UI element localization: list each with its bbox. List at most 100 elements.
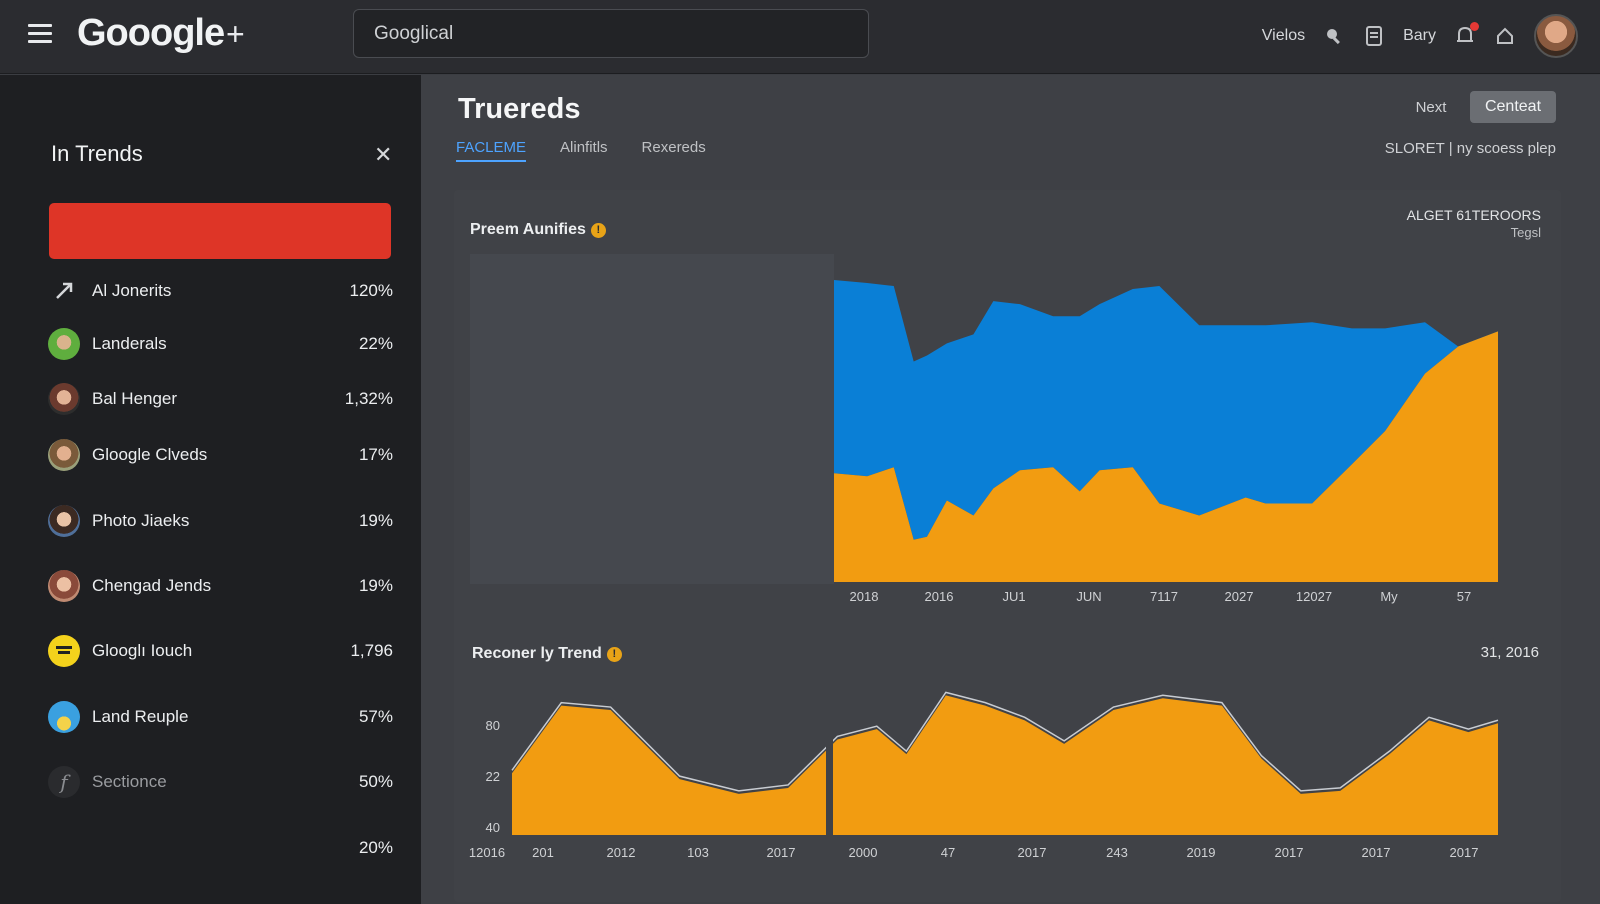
- main-content: Truereds Next Centeat FACLEME Alinfitls …: [421, 75, 1600, 904]
- legend-line-2: Tegsl: [1510, 225, 1541, 240]
- item-value: 19%: [358, 511, 393, 530]
- x-tick-label: 57: [1457, 589, 1471, 604]
- item-label: Land Reuple: [92, 707, 189, 726]
- item-label: Gloogle Clveds: [92, 445, 208, 464]
- item-value: 1,796: [350, 641, 393, 660]
- series-bottom-area: [834, 331, 1498, 582]
- tab-facleme[interactable]: FACLEME: [456, 139, 527, 162]
- x-tick-label: 2019: [1187, 845, 1216, 860]
- legend-line-1: ALGET 61TEROORS: [1406, 207, 1541, 223]
- item-label: Glooglı Iouch: [92, 641, 193, 660]
- top-actions: Vielos Bary: [1262, 12, 1578, 60]
- x-tick-label: JUN: [1076, 589, 1101, 604]
- chart-a-empty-region: [470, 254, 834, 584]
- search-tool-icon[interactable]: [1323, 25, 1345, 47]
- home-icon[interactable]: [1494, 25, 1516, 47]
- list-item[interactable]: Chengad Jends 19%: [48, 566, 393, 606]
- list-item: 20%: [48, 828, 393, 868]
- item-label: Bal Henger: [92, 389, 178, 408]
- list-item[interactable]: Gloogle Clveds 17%: [48, 435, 393, 475]
- x-tick-label: 103: [687, 845, 709, 860]
- avatar: [48, 505, 80, 537]
- avatar: [48, 570, 80, 602]
- tab-bar: FACLEME Alinfitls Rexereds: [456, 139, 706, 162]
- f-icon: f: [48, 766, 80, 798]
- x-tick-label: 243: [1106, 845, 1128, 860]
- content-button[interactable]: Centeat: [1470, 91, 1556, 123]
- item-value: 20%: [358, 838, 393, 857]
- x-tick-label: 2018: [850, 589, 879, 604]
- chart-b-title-text: Reconer ly Trend: [472, 645, 602, 662]
- arrow-icon: [48, 275, 80, 307]
- list-item[interactable]: Landerals 22%: [48, 324, 393, 364]
- x-tick-label: 2000: [849, 845, 878, 860]
- x-tick-label: 12027: [1296, 589, 1332, 604]
- item-value: 50%: [358, 772, 393, 791]
- chart-b-title: Reconer ly Trend!: [472, 645, 622, 663]
- x-tick-label: 2017: [1362, 845, 1391, 860]
- x-tick-label: My: [1380, 589, 1398, 604]
- x-tick-label: JU1: [1002, 589, 1025, 604]
- item-label: Sectionce: [92, 772, 167, 791]
- document-icon[interactable]: [1363, 25, 1385, 47]
- x-tick-label: 2017: [767, 845, 796, 860]
- next-button[interactable]: Next: [1404, 91, 1458, 123]
- charts-panel: Preem Aunifies! ALGET 61TEROORS Tegsl 20…: [454, 190, 1561, 902]
- y-tick-label: 80: [486, 718, 500, 733]
- x-tick-label: 47: [941, 845, 955, 860]
- avatar: [48, 383, 80, 415]
- chart-b-gap: [826, 690, 833, 836]
- x-tick-label: 2017: [1275, 845, 1304, 860]
- user-avatar[interactable]: [1534, 14, 1578, 58]
- item-value: 1,32%: [344, 389, 393, 408]
- notification-dot: [1470, 22, 1479, 31]
- list-item[interactable]: Al Jonerits 120%: [48, 271, 393, 311]
- chart-a-title: Preem Aunifies!: [470, 221, 606, 239]
- avatar: [48, 439, 80, 471]
- subnote: SLORET | ny scoess plep: [1384, 140, 1556, 157]
- chart-b-date: 31, 2016: [1480, 644, 1539, 661]
- chart-a-svg: 2018 2016 JU1 JUN 7117 2027 12027 My 57: [470, 254, 1498, 604]
- list-item[interactable]: Land Reuple 57%: [48, 697, 393, 737]
- top-bar: Gooogle + Vielos Bary: [0, 0, 1600, 74]
- y-tick-label: 40: [486, 820, 500, 835]
- list-item[interactable]: Photo Jiaeks 19%: [48, 501, 393, 541]
- list-item[interactable]: Glooglı Iouch 1,796: [48, 631, 393, 671]
- app-icon: [48, 635, 80, 667]
- search-input[interactable]: [353, 9, 869, 58]
- item-value: 19%: [358, 576, 393, 595]
- x-tick-label: 201: [532, 845, 554, 860]
- x-tick-label: 12016: [469, 845, 505, 860]
- series-top-area: [834, 280, 1498, 540]
- tab-alinfitls[interactable]: Alinfitls: [560, 139, 608, 156]
- tab-rexereds[interactable]: Rexereds: [641, 139, 706, 156]
- list-item[interactable]: Bal Henger 1,32%: [48, 379, 393, 419]
- x-tick-label: 2017: [1018, 845, 1047, 860]
- item-label: Landerals: [92, 334, 167, 353]
- plus-icon[interactable]: +: [226, 16, 245, 52]
- trends-sidebar: In Trends ✕ Al Jonerits 120% Landerals 2…: [0, 75, 421, 904]
- bell-icon[interactable]: [1454, 22, 1479, 47]
- item-value: 17%: [358, 445, 393, 464]
- info-icon[interactable]: !: [590, 223, 606, 238]
- chart-a-title-text: Preem Aunifies: [470, 221, 586, 238]
- close-icon[interactable]: ✕: [374, 142, 393, 167]
- x-tick-label: 2012: [607, 845, 636, 860]
- bary-link[interactable]: Bary: [1403, 27, 1436, 44]
- item-label: Al Jonerits: [92, 281, 172, 300]
- x-tick-label: 2017: [1450, 845, 1479, 860]
- list-item[interactable]: f Sectionce 50%: [48, 762, 393, 802]
- menu-icon[interactable]: [28, 24, 52, 44]
- logo[interactable]: Gooogle: [77, 12, 225, 54]
- info-icon[interactable]: !: [606, 647, 622, 662]
- sidebar-highlight-bar[interactable]: [49, 203, 391, 259]
- avatar: [48, 328, 80, 360]
- x-tick-label: 7117: [1150, 589, 1178, 604]
- item-value: 120%: [349, 281, 393, 300]
- videos-link[interactable]: Vielos: [1261, 27, 1306, 44]
- y-tick-label: 22: [486, 769, 500, 784]
- chart-b-svg: 80 22 40 12016 201 2012 103 2017 2000 47 2017 243 20…: [469, 690, 1499, 860]
- series-area: [512, 695, 1498, 835]
- app-icon: [48, 701, 80, 733]
- item-value: 57%: [358, 707, 393, 726]
